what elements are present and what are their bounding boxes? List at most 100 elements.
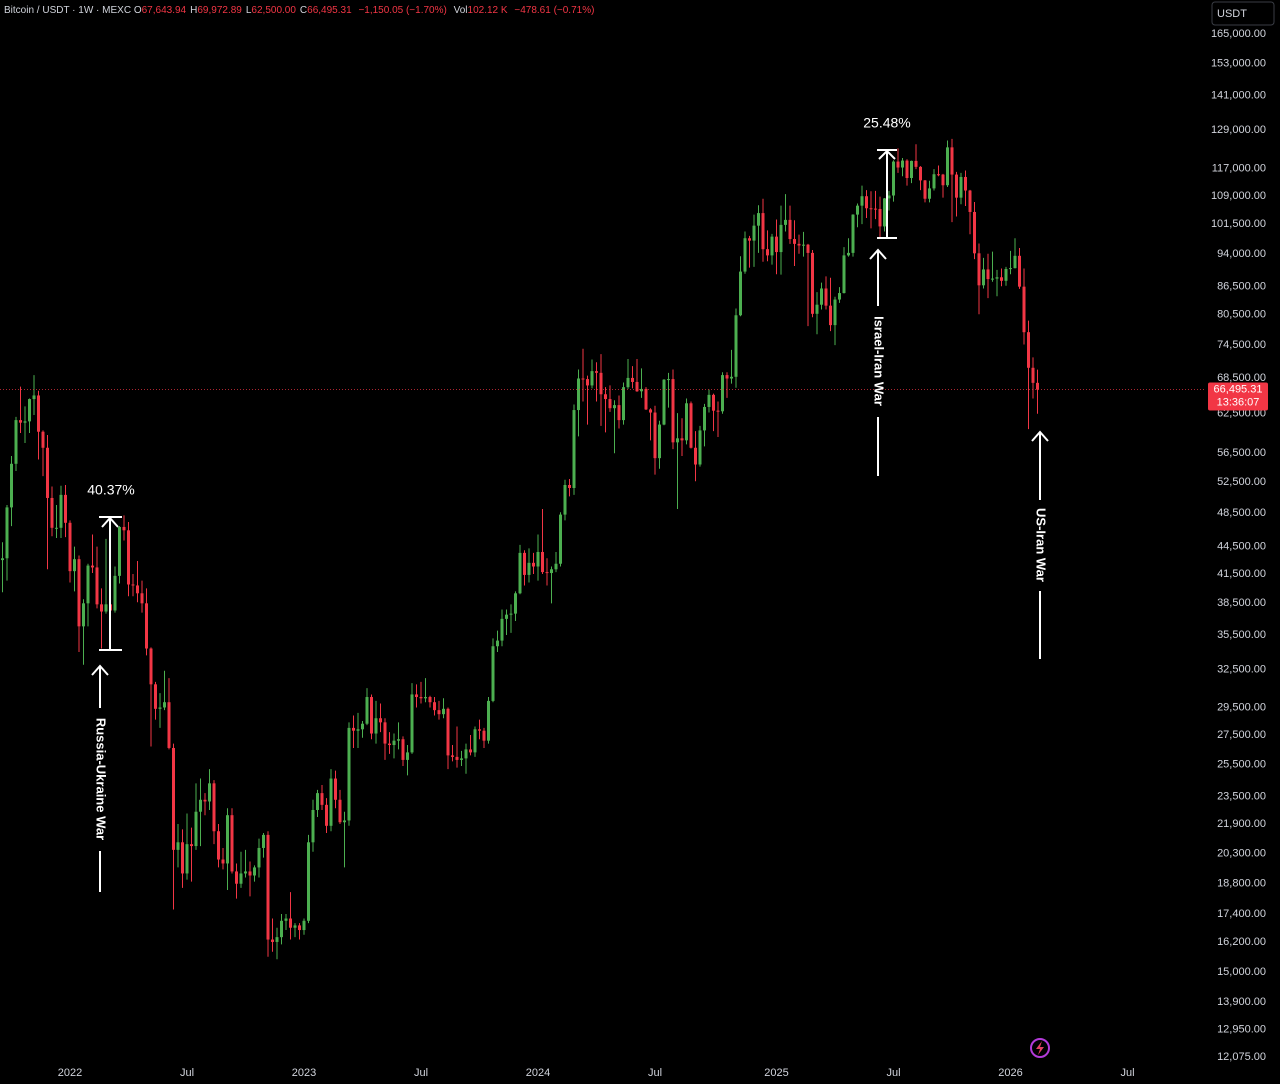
candle-body	[676, 438, 679, 443]
candle-body	[662, 379, 666, 425]
candle-body	[172, 747, 175, 850]
candle-body	[721, 375, 724, 412]
icon-circle	[1030, 1038, 1050, 1058]
candle-body	[995, 277, 999, 279]
candle-body	[892, 161, 895, 196]
candle-body	[860, 196, 864, 206]
countdown: 13:36:07	[1217, 396, 1260, 408]
candle-body	[28, 399, 31, 422]
candle-body	[842, 255, 846, 294]
y-tick-label: 12,075.00	[1217, 1051, 1266, 1063]
candle-body	[46, 447, 49, 498]
candle-body	[766, 249, 769, 256]
candle-body	[874, 208, 877, 210]
candle-body	[194, 811, 198, 847]
measure-arrow	[101, 516, 119, 528]
candle-body	[734, 315, 738, 377]
candle-body	[568, 484, 571, 489]
candle-body	[131, 584, 135, 586]
candle-body	[338, 799, 342, 823]
candle-body	[856, 205, 859, 215]
candle-body	[626, 377, 630, 388]
legend-key: H	[190, 5, 198, 16]
candle-body	[631, 377, 634, 382]
candle-body	[1031, 367, 1035, 383]
candle-body	[775, 236, 778, 253]
candle-body	[424, 697, 427, 699]
candle-body	[694, 447, 697, 465]
candle-body	[244, 871, 247, 874]
candle-body	[532, 562, 535, 567]
candle-body	[284, 918, 288, 921]
candle-body	[311, 809, 315, 843]
candle-body	[140, 593, 144, 604]
event-russia-ukraine: Russia-Ukraine War	[91, 664, 109, 892]
candle-body	[559, 514, 562, 564]
legend-value: 62,500.00	[251, 5, 296, 16]
candle-body	[10, 463, 13, 508]
y-tick-label: 52,500.00	[1217, 476, 1266, 488]
candle-body	[590, 371, 594, 386]
candle-body	[491, 646, 495, 701]
candle-body	[460, 758, 463, 760]
candle-body	[680, 438, 684, 441]
candle-body	[793, 239, 796, 244]
candle-body	[613, 405, 616, 409]
y-tick-label: 62,500.00	[1217, 408, 1266, 420]
legend-value: 69,972.89	[197, 5, 242, 16]
candle-body	[617, 405, 621, 421]
arrow-head	[91, 664, 109, 676]
candle-body	[95, 567, 99, 605]
candle-body	[298, 925, 301, 931]
candle-body	[833, 299, 837, 326]
candle-body	[442, 708, 445, 715]
candle-body	[433, 702, 436, 711]
candle-body	[82, 603, 85, 627]
lightning-icon[interactable]	[1030, 1038, 1050, 1058]
candle-body	[86, 565, 90, 604]
price-label: 66,495.31	[1214, 383, 1263, 395]
legend-header: Bitcoin / USDT · 1W · MEXC O67,643.94 H69…	[4, 5, 598, 16]
candle-body	[401, 739, 405, 760]
y-tick-label: 80,500.00	[1217, 309, 1266, 321]
candle-body	[451, 755, 454, 757]
candle-body	[329, 778, 333, 826]
candle-body	[19, 420, 22, 423]
y-tick-label: 23,500.00	[1217, 790, 1266, 802]
candle-body	[406, 752, 409, 760]
candle-body	[113, 575, 117, 611]
candle-body	[667, 379, 670, 381]
candle-body	[784, 219, 787, 225]
candle-body	[271, 939, 274, 942]
candle-body	[289, 918, 292, 928]
candle-body	[185, 844, 189, 874]
candle-body	[1000, 277, 1003, 281]
candle-body	[514, 593, 517, 614]
candle-body	[595, 371, 598, 373]
event-label: US-Iran War	[1034, 508, 1049, 582]
y-tick-label: 29,500.00	[1217, 701, 1266, 713]
candle-body	[469, 749, 472, 753]
candle-body	[190, 844, 193, 847]
candle-body	[586, 379, 589, 386]
candle-body	[167, 702, 171, 748]
candle-body	[505, 614, 508, 619]
y-tick-label: 15,000.00	[1217, 966, 1266, 978]
candle-body	[941, 174, 945, 186]
currency-button[interactable]	[1211, 1, 1275, 26]
candle-body	[658, 424, 661, 459]
candle-body	[779, 224, 783, 253]
symbol-title: Bitcoin / USDT · 1W · MEXC	[4, 5, 132, 16]
candle-body	[820, 288, 823, 305]
candle-body	[181, 842, 184, 874]
candle-body	[41, 431, 45, 448]
event-label: Israel-Iran War	[872, 316, 887, 406]
candle-body	[253, 867, 256, 876]
candle-body	[347, 727, 351, 821]
candle-body	[464, 749, 468, 759]
y-tick-label: 25,500.00	[1217, 758, 1266, 770]
y-tick-label: 94,000.00	[1217, 248, 1266, 260]
y-tick-label: 32,500.00	[1217, 664, 1266, 676]
candle-body	[712, 394, 715, 411]
candle-body	[262, 834, 265, 848]
